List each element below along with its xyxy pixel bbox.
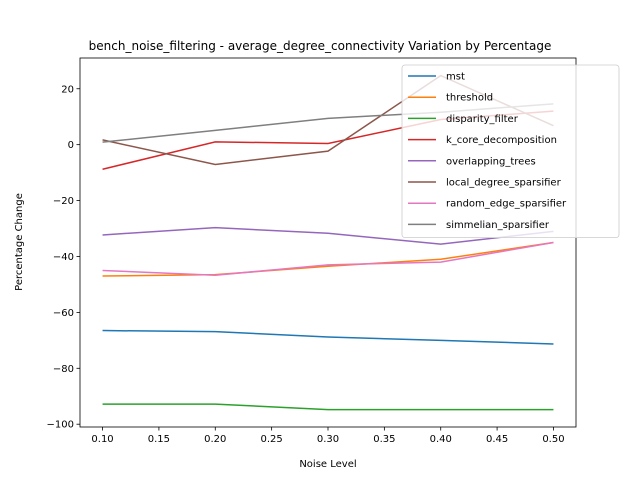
- legend-label-simmelian_sparsifier: simmelian_sparsifier: [446, 220, 550, 231]
- legend-label-threshold: threshold: [446, 93, 493, 104]
- y-tick-label: −20: [53, 196, 74, 207]
- series-line-mst: [102, 329, 554, 345]
- legend-label-mst: mst: [446, 72, 465, 83]
- legend-label-local_degree_sparsifier: local_degree_sparsifier: [446, 178, 562, 189]
- legend-box: [401, 64, 620, 239]
- series-line-random_edge_sparsifier: [102, 241, 554, 276]
- y-tick-label: −80: [53, 364, 74, 375]
- x-axis-label: Noise Level: [299, 459, 356, 470]
- x-tick-label: 0.10: [91, 434, 113, 445]
- legend-label-overlapping_trees: overlapping_trees: [446, 156, 536, 167]
- legend-label-k_core_decomposition: k_core_decomposition: [446, 135, 557, 146]
- x-tick-label: 0.25: [261, 434, 283, 445]
- series-line-overlapping_trees: [102, 226, 554, 245]
- y-tick-label: −40: [53, 252, 74, 263]
- x-tick-label: 0.40: [430, 434, 452, 445]
- series-line-threshold: [102, 241, 554, 277]
- y-tick-label: −100: [47, 420, 74, 431]
- x-tick-label: 0.30: [317, 434, 339, 445]
- x-tick-label: 0.45: [486, 434, 508, 445]
- y-tick-label: 20: [61, 84, 74, 95]
- legend: mst threshold disparity_filter k_core_decom…: [401, 64, 620, 239]
- legend-label-disparity_filter: disparity_filter: [446, 114, 519, 125]
- x-tick-label: 0.35: [373, 434, 395, 445]
- chart-title: bench_noise_filtering - average_degree_c…: [89, 39, 552, 53]
- axes-layer: 0.10 0.15 0.20 0.25 0.30 0.35 0.40 0.45 0.50 −100…: [47, 57, 577, 445]
- y-tick-label: −60: [53, 308, 74, 319]
- y-axis-label: Percentage Change: [14, 193, 25, 291]
- series-line-disparity_filter: [102, 403, 554, 411]
- y-tick-label: 0: [68, 140, 74, 151]
- x-tick-label: 0.20: [204, 434, 226, 445]
- legend-label-random_edge_sparsifier: random_edge_sparsifier: [446, 199, 567, 210]
- x-tick-label: 0.15: [148, 434, 170, 445]
- x-tick-label: 0.50: [542, 434, 564, 445]
